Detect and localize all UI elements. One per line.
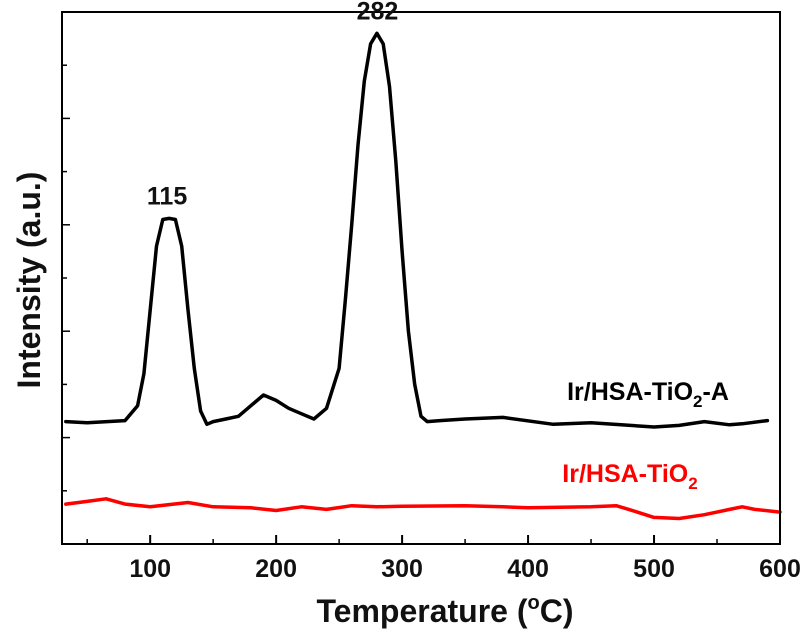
- series-layer: [64, 31, 782, 521]
- series-line-2: [64, 497, 782, 521]
- labels-layer: 115 282 Ir/HSA-TiO2-A Ir/HSA-TiO2: [147, 0, 729, 493]
- degree-sup: o: [528, 592, 540, 614]
- x-tick-label: 100: [129, 555, 171, 583]
- x-tick-label: 500: [633, 555, 675, 583]
- y-axis-title: Intensity (a.u.): [11, 172, 47, 389]
- series-label-1: Ir/HSA-TiO2-A: [567, 378, 729, 411]
- x-tick-label: 400: [507, 555, 549, 583]
- series-line-1: [64, 31, 770, 429]
- x-axis-title: Temperature (oC): [317, 592, 574, 629]
- x-tick-label: 300: [381, 555, 423, 583]
- peak-label-282: 282: [357, 0, 399, 25]
- x-tick-label: 200: [255, 555, 297, 583]
- series-label-2: Ir/HSA-TiO2: [562, 460, 697, 493]
- ticks-layer: 100 200 300 400 500 600: [62, 64, 801, 583]
- x-tick-label: 600: [759, 555, 801, 583]
- peak-label-115: 115: [147, 182, 187, 210]
